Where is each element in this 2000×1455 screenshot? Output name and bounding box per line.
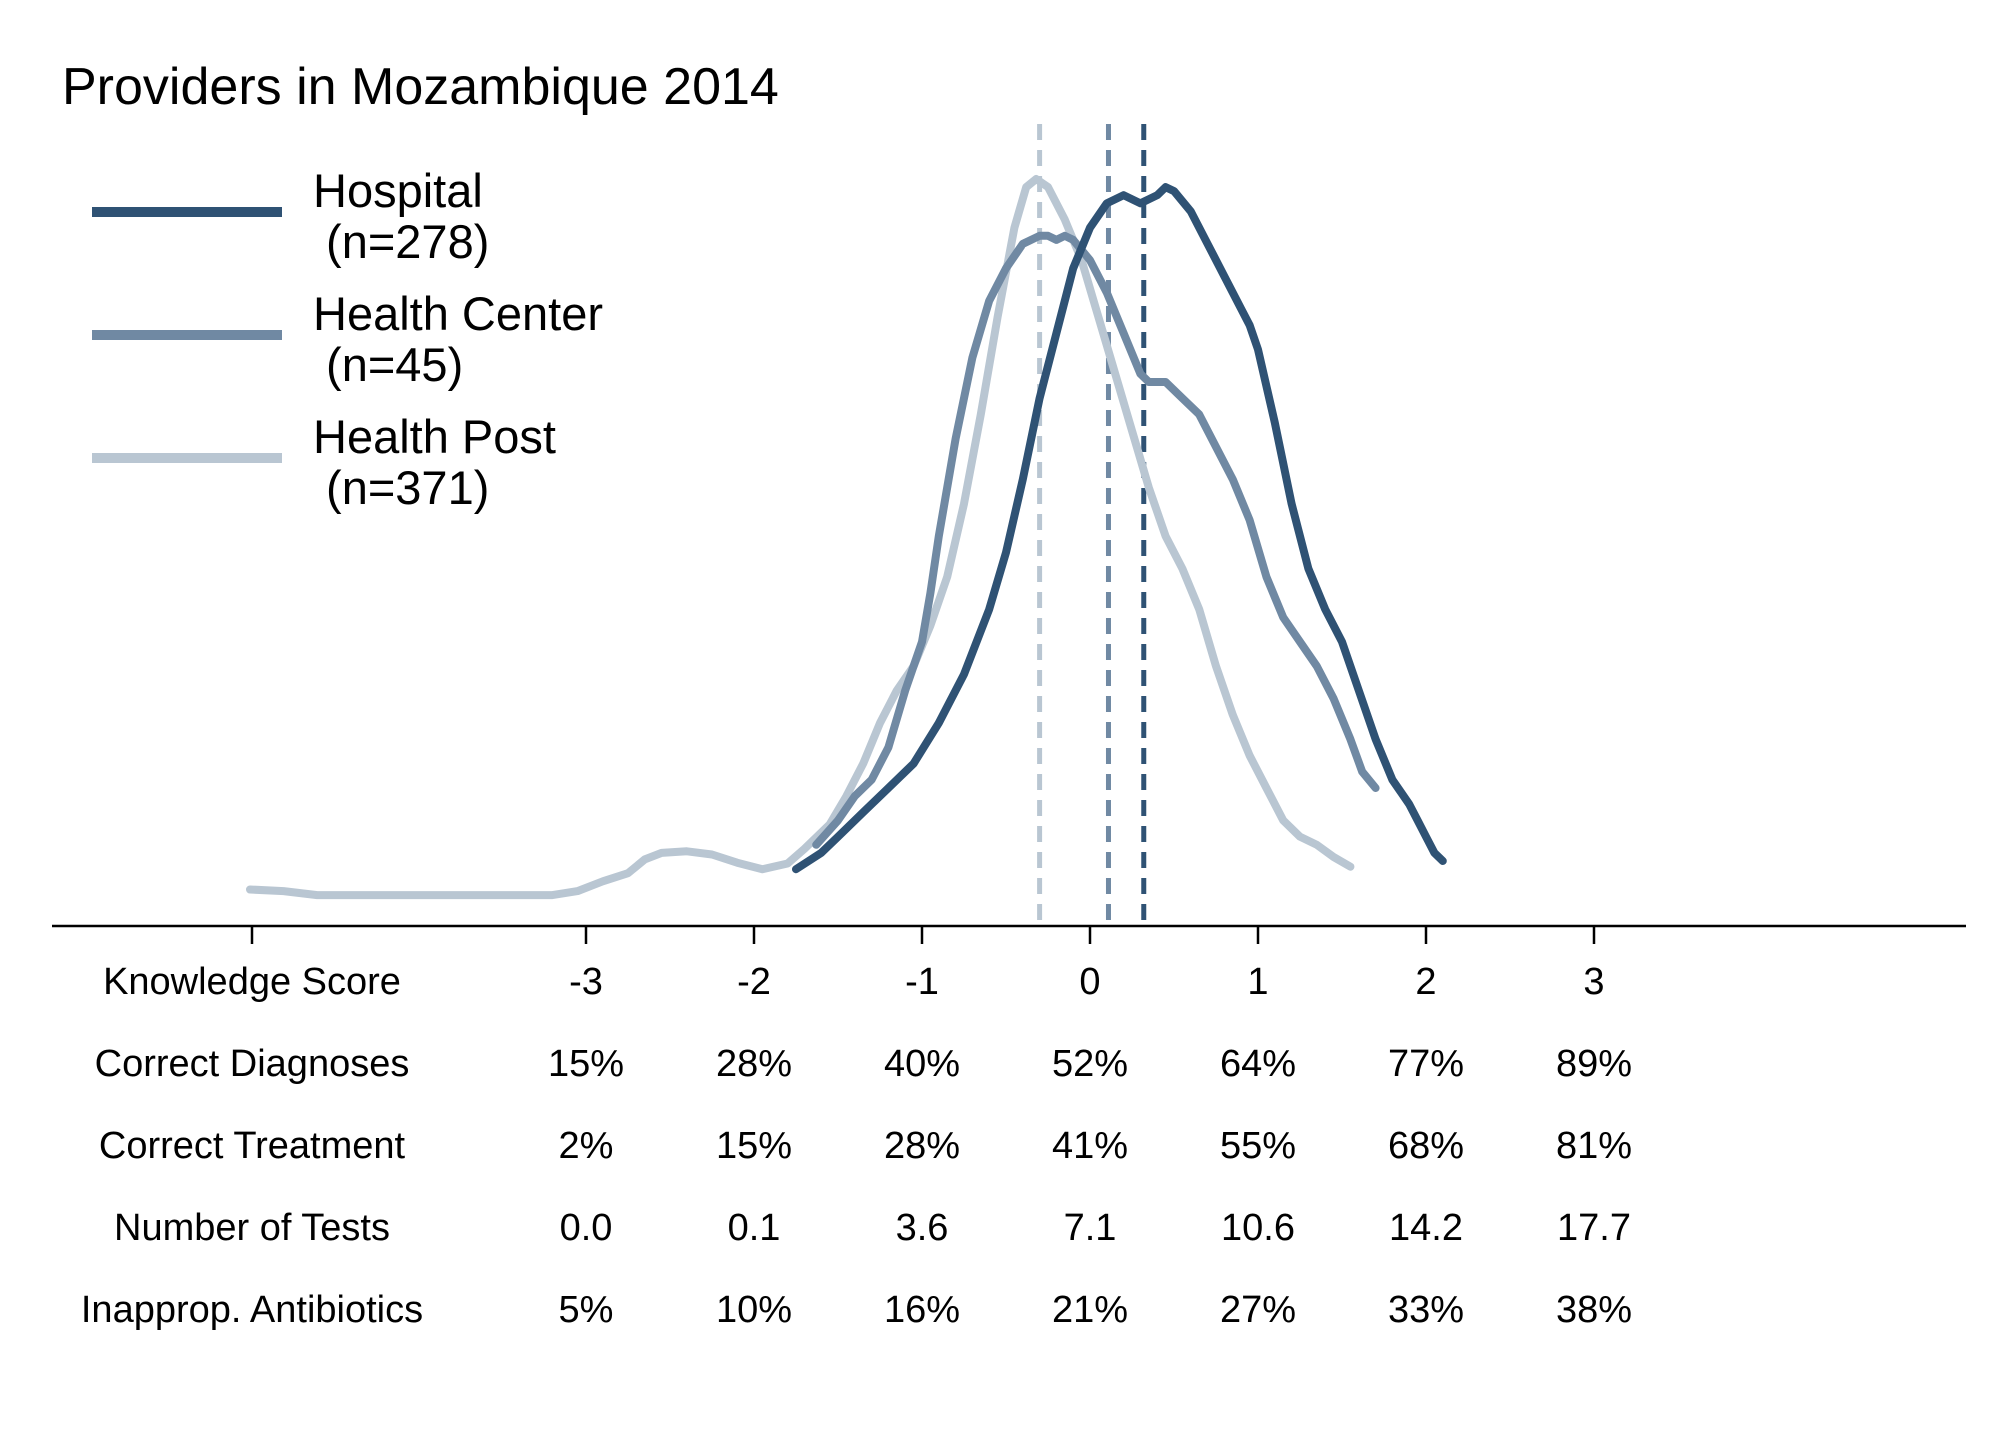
outcome-table: Knowledge Score -3 -2 -1 0 1 2 3 Correct Diagnos… xyxy=(81,961,1632,1331)
table-cell: 15% xyxy=(548,1043,624,1085)
table-cell: 10% xyxy=(716,1289,792,1331)
table-cell: 89% xyxy=(1556,1043,1632,1085)
x-tick-label: -2 xyxy=(737,961,771,1003)
x-tick-label: -3 xyxy=(569,961,603,1003)
table-cell: 15% xyxy=(716,1125,792,1167)
table-cell: 55% xyxy=(1220,1125,1296,1167)
table-row-label: Number of Tests xyxy=(114,1207,390,1249)
x-tick-label: 0 xyxy=(1079,961,1100,1003)
table-cell: 17.7 xyxy=(1557,1207,1631,1249)
table-cell: 21% xyxy=(1052,1289,1128,1331)
x-axis xyxy=(52,924,1966,944)
table-cell: 14.2 xyxy=(1389,1207,1463,1249)
table-cell: 33% xyxy=(1388,1289,1464,1331)
mean-lines xyxy=(1037,124,1147,926)
table-cell: 10.6 xyxy=(1221,1207,1295,1249)
table-cell: 40% xyxy=(884,1043,960,1085)
table-cell: 7.1 xyxy=(1064,1207,1117,1249)
x-tick-label: 1 xyxy=(1247,961,1268,1003)
table-cell: 77% xyxy=(1388,1043,1464,1085)
series-line-hospital xyxy=(792,183,1447,874)
table-row-label: Correct Treatment xyxy=(99,1125,406,1167)
legend-count-health-post: (n=371) xyxy=(313,461,489,514)
table-cell: 0.1 xyxy=(728,1207,781,1249)
legend-label-health-post: Health Post xyxy=(313,410,556,463)
table-cell: 38% xyxy=(1556,1289,1632,1331)
table-cell: 28% xyxy=(716,1043,792,1085)
table-cell: 0.0 xyxy=(560,1207,613,1249)
table-row-label: Knowledge Score xyxy=(103,961,401,1003)
table-cell: 68% xyxy=(1388,1125,1464,1167)
legend-label-health-center: Health Center xyxy=(313,287,603,340)
legend: Hospital (n=278) Health Center (n=45) Heal… xyxy=(92,164,603,514)
table-cell: 2% xyxy=(559,1125,614,1167)
table-cell: 52% xyxy=(1052,1043,1128,1085)
density-curves xyxy=(246,175,1447,900)
series-line-health-post xyxy=(246,175,1355,900)
table-cell: 16% xyxy=(884,1289,960,1331)
table-cell: 5% xyxy=(559,1289,614,1331)
x-tick-label: 3 xyxy=(1583,961,1604,1003)
table-cell: 64% xyxy=(1220,1043,1296,1085)
legend-label-hospital: Hospital xyxy=(313,164,483,217)
table-cell: 3.6 xyxy=(896,1207,949,1249)
legend-count-hospital: (n=278) xyxy=(313,215,489,268)
table-cell: 81% xyxy=(1556,1125,1632,1167)
table-row-label: Correct Diagnoses xyxy=(95,1043,410,1085)
table-cell: 27% xyxy=(1220,1289,1296,1331)
series-line-health-center xyxy=(812,231,1380,849)
table-row-label: Inapprop. Antibiotics xyxy=(81,1289,423,1331)
table-cell: 41% xyxy=(1052,1125,1128,1167)
legend-count-health-center: (n=45) xyxy=(313,338,463,391)
x-tick-label: -1 xyxy=(905,961,939,1003)
chart-title: Providers in Mozambique 2014 xyxy=(62,58,779,116)
x-tick-label: 2 xyxy=(1415,961,1436,1003)
table-cell: 28% xyxy=(884,1125,960,1167)
